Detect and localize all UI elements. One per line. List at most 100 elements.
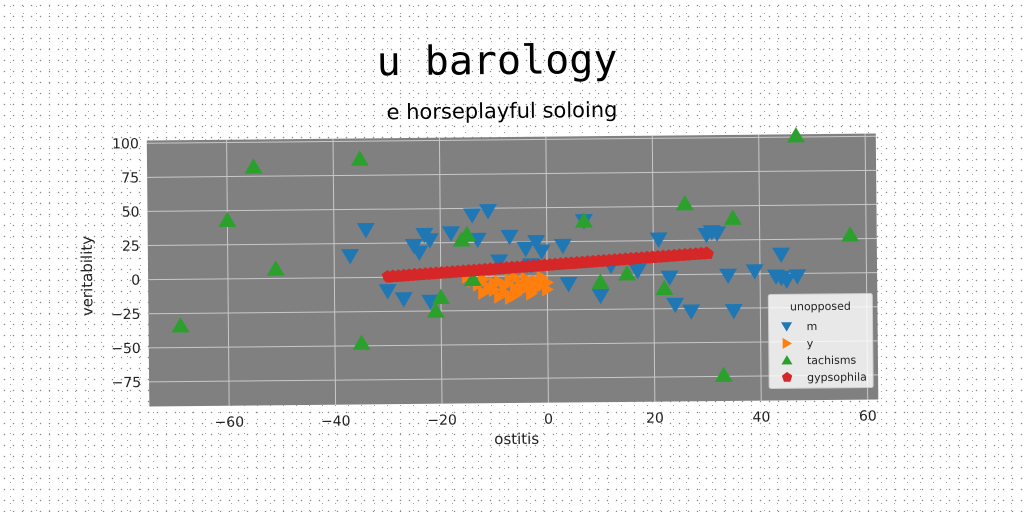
data-point (772, 247, 791, 264)
data-point (504, 291, 517, 306)
data-point (655, 279, 674, 296)
y-gridline (148, 340, 878, 349)
data-point (421, 294, 440, 311)
data-point (787, 127, 806, 143)
data-point (378, 284, 397, 300)
tick-labels: −60 −40 −20 0 20 40 60 −75 −50 −25 0 25 50 75 100 (111, 136, 877, 431)
series-gypsophila (381, 246, 714, 283)
y-axis-label: veritability (78, 236, 97, 317)
data-point (463, 270, 482, 287)
y-tick-label: −50 (111, 341, 141, 357)
data-point (441, 226, 460, 242)
x-gridline (226, 139, 230, 406)
y-gridline (147, 203, 877, 212)
data-point (458, 225, 477, 242)
data-point (777, 273, 796, 289)
series-tachisms (171, 127, 860, 382)
data-point (675, 194, 694, 211)
data-point (702, 248, 714, 259)
data-point (490, 254, 509, 270)
data-point (542, 282, 554, 297)
chart-subtitle: e horseplayful soloing (386, 98, 617, 124)
data-point (714, 366, 733, 382)
legend-marker (781, 355, 793, 365)
data-point (719, 268, 738, 284)
data-point (410, 245, 429, 262)
y-gridline (148, 306, 878, 315)
x-gridline (651, 135, 656, 402)
legend-label: y (807, 337, 814, 350)
y-tick-label: 25 (122, 239, 140, 255)
x-tick-label: 60 (859, 409, 877, 425)
data-point (426, 302, 445, 318)
data-point (352, 334, 371, 350)
legend-label: tachisms (807, 354, 857, 367)
data-point (628, 264, 647, 280)
x-tick-label: 20 (646, 411, 664, 427)
data-point (350, 150, 369, 166)
data-point (532, 244, 551, 260)
data-point (526, 286, 539, 301)
y-tick-label: 0 (131, 273, 140, 289)
x-tick-label: 0 (544, 412, 553, 428)
data-point (244, 158, 263, 174)
data-point (553, 238, 572, 255)
data-layer (171, 127, 860, 382)
x-tick-label: −60 (214, 415, 244, 431)
legend-marker (782, 337, 792, 349)
data-point (618, 265, 637, 281)
data-point (500, 229, 519, 246)
data-point (478, 285, 491, 300)
data-point (356, 222, 375, 239)
data-point (723, 209, 742, 225)
data-point (591, 273, 610, 289)
data-point (708, 226, 727, 242)
data-point (527, 234, 546, 251)
x-gridline (332, 138, 337, 405)
data-point (420, 233, 439, 249)
data-point (591, 288, 610, 305)
data-point (660, 270, 679, 286)
y-tick-label: 100 (112, 136, 139, 152)
data-point (432, 288, 451, 305)
data-point (516, 241, 535, 258)
y-gridline (147, 238, 877, 247)
y-tick-label: 50 (122, 205, 140, 221)
data-point (649, 232, 668, 248)
data-point (494, 289, 507, 304)
data-point (745, 264, 764, 280)
x-axis-label: ostitis (494, 430, 539, 448)
y-gridline (147, 169, 877, 178)
data-point (559, 276, 578, 293)
y-tick-label: −25 (111, 307, 141, 323)
y-tick-label: 75 (121, 170, 139, 186)
plot-area: −60 −40 −20 0 20 40 60 −75 −50 −25 0 25 50 75 100 osti… (78, 127, 879, 448)
data-point (394, 292, 413, 308)
data-point (509, 270, 522, 285)
data-point (682, 304, 701, 320)
x-tick-label: 40 (752, 410, 770, 426)
chart-title: u barology (376, 37, 617, 86)
data-point (841, 226, 860, 242)
y-tick-label: −75 (111, 375, 141, 391)
legend-marker (781, 322, 793, 332)
y-gridline (149, 374, 879, 383)
data-point (724, 304, 743, 320)
data-point (488, 283, 501, 298)
x-tick-label: −20 (427, 413, 457, 429)
data-point (266, 260, 285, 276)
data-point (218, 211, 237, 228)
legend-marker (781, 371, 793, 382)
legend: unopposed my tachisms gypsophila (767, 293, 874, 390)
data-point (341, 249, 360, 265)
legend-box (767, 293, 874, 390)
data-point (574, 212, 593, 228)
legend-label: m (807, 320, 818, 333)
data-point (666, 297, 685, 314)
legend-title: unopposed (790, 300, 851, 314)
data-point (463, 208, 482, 224)
x-tick-label: −40 (321, 414, 351, 430)
data-point (788, 269, 807, 285)
legend-label: gypsophila (807, 371, 867, 385)
